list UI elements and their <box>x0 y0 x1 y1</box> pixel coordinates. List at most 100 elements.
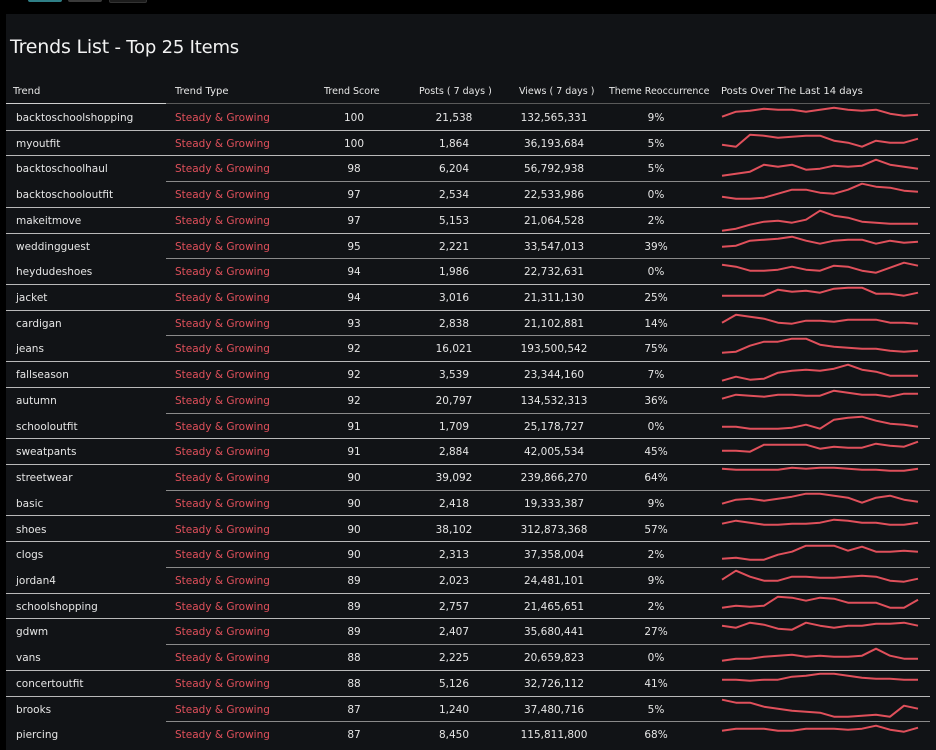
table-row[interactable]: streetwear Steady & Growing 90 39,092 239,86… <box>6 465 930 491</box>
col-header-trend[interactable]: Trend <box>13 86 41 97</box>
trend-score: 98 <box>347 163 361 176</box>
table-row[interactable]: backtoschooloutfit Steady & Growing 97 2,53… <box>6 182 930 208</box>
sparkline-series <box>721 262 919 275</box>
trend-score: 92 <box>347 343 361 356</box>
trend-score: 94 <box>347 292 361 305</box>
table-row[interactable]: cardigan Steady & Growing 93 2,838 21,102,88… <box>6 311 930 337</box>
views-7-days: 36,193,684 <box>523 137 585 150</box>
table-row[interactable]: clogs Steady & Growing 90 2,313 37,358,004 2% <box>6 542 930 568</box>
trend-name: autumn <box>16 394 57 407</box>
col-header-type[interactable]: Trend Type <box>175 86 229 97</box>
table-row[interactable]: gdwm Steady & Growing 89 2,407 35,680,441 27% <box>6 619 930 646</box>
posts-sparkline <box>721 466 919 472</box>
table-row[interactable]: autumn Steady & Growing 92 20,797 134,532,31… <box>6 388 930 414</box>
table-row[interactable]: piercing Steady & Growing 87 8,450 115,811,8… <box>6 722 930 748</box>
table-row[interactable]: jeans Steady & Growing 92 16,021 193,500,542… <box>6 336 930 363</box>
table-row[interactable]: fallseason Steady & Growing 92 3,539 23,344,… <box>6 362 930 388</box>
posts-sparkline <box>721 595 919 609</box>
trend-type: Steady & Growing <box>175 240 270 253</box>
col-header-score[interactable]: Trend Score <box>324 86 380 97</box>
sparkline-series <box>721 209 918 232</box>
sparkline-series <box>721 518 919 526</box>
col-header-views[interactable]: Views ( 7 days ) <box>519 86 595 97</box>
views-7-days: 239,866,270 <box>520 472 588 485</box>
trend-score: 100 <box>343 137 365 150</box>
table-row[interactable]: heydudeshoes Steady & Growing 94 1,986 22,73… <box>6 259 930 285</box>
row-divider <box>166 721 930 723</box>
sparkline-series <box>721 569 919 583</box>
posts-sparkline <box>721 647 918 662</box>
col-header-reoccurrence[interactable]: Theme Reoccurrence <box>609 86 710 97</box>
toolbar-button-1[interactable] <box>28 0 62 2</box>
trend-name: vans <box>16 652 41 665</box>
table-row[interactable]: jordan4 Steady & Growing 89 2,023 24,481,101… <box>6 568 930 594</box>
views-7-days: 37,480,716 <box>523 703 585 716</box>
row-divider <box>166 181 930 183</box>
views-7-days: 23,344,160 <box>523 369 585 382</box>
trend-score: 94 <box>347 266 361 279</box>
table-row[interactable]: brooks Steady & Growing 87 1,240 37,480,716 5… <box>6 697 930 723</box>
posts-7-days: 38,102 <box>435 523 473 536</box>
posts-7-days: 1,986 <box>438 266 470 279</box>
row-divider <box>166 412 930 414</box>
table-row[interactable]: schooloutfit Steady & Growing 91 1,709 25,17… <box>6 414 930 440</box>
table-row[interactable]: schoolshopping Steady & Growing 89 2,757 21,… <box>6 594 930 620</box>
table-row[interactable]: shoes Steady & Growing 90 38,102 312,873,368… <box>6 517 930 543</box>
posts-7-days: 2,534 <box>438 189 470 202</box>
trend-score: 93 <box>347 317 361 330</box>
row-divider <box>166 644 930 646</box>
views-7-days: 115,811,800 <box>520 729 588 742</box>
posts-sparkline <box>721 569 919 583</box>
posts-7-days: 39,092 <box>435 472 473 485</box>
table-row[interactable]: backtoschoolshopping Steady & Growing 100 2… <box>6 105 930 131</box>
posts-7-days: 2,884 <box>438 446 470 459</box>
table-row[interactable]: basic Steady & Growing 90 2,418 19,333,387 9% <box>6 491 930 517</box>
theme-reoccurrence: 5% <box>647 163 665 176</box>
row-divider <box>166 258 930 260</box>
trend-score: 92 <box>347 369 361 382</box>
theme-reoccurrence: 36% <box>644 394 668 407</box>
table-row[interactable]: myoutfit Steady & Growing 100 1,864 36,193,6… <box>6 131 930 157</box>
trend-name: jacket <box>16 292 48 305</box>
table-row[interactable]: jacket Steady & Growing 94 3,016 21,311,130 2… <box>6 285 930 311</box>
theme-reoccurrence: 68% <box>644 729 668 742</box>
posts-7-days: 2,418 <box>438 497 470 510</box>
trend-score: 91 <box>347 420 361 433</box>
posts-sparkline <box>721 492 919 505</box>
row-divider <box>6 155 930 157</box>
row-divider <box>6 206 930 208</box>
views-7-days: 42,005,534 <box>523 446 585 459</box>
row-divider <box>6 592 930 594</box>
views-7-days: 193,500,542 <box>520 343 588 356</box>
table-row[interactable]: weddingguest Steady & Growing 95 2,221 33,54… <box>6 234 930 260</box>
trend-score: 88 <box>347 677 361 690</box>
table-row[interactable]: vans Steady & Growing 88 2,225 20,659,823 0% <box>6 645 930 671</box>
posts-sparkline <box>721 133 919 148</box>
posts-sparkline <box>721 544 919 561</box>
trend-score: 91 <box>347 446 361 459</box>
toolbar-button-2[interactable] <box>68 0 102 2</box>
toolbar-button-3[interactable] <box>109 0 147 3</box>
trend-score: 100 <box>343 112 365 124</box>
trend-type: Steady & Growing <box>175 317 270 330</box>
col-header-posts[interactable]: Posts ( 7 days ) <box>419 86 492 97</box>
trend-name: backtoschoolhaul <box>16 163 108 176</box>
theme-reoccurrence: 2% <box>647 214 665 227</box>
posts-sparkline <box>721 313 919 325</box>
table-row[interactable]: sweatpants Steady & Growing 91 2,884 42,005,… <box>6 439 930 466</box>
posts-sparkline <box>721 698 919 718</box>
posts-7-days: 20,797 <box>435 394 473 407</box>
trend-score: 89 <box>347 626 361 639</box>
theme-reoccurrence: 9% <box>647 112 665 124</box>
theme-reoccurrence: 27% <box>644 626 668 639</box>
views-7-days: 132,565,331 <box>520 112 588 124</box>
col-header-spark[interactable]: Posts Over The Last 14 days <box>721 86 863 97</box>
trend-score: 88 <box>347 652 361 665</box>
posts-sparkline <box>722 415 919 430</box>
trend-type: Steady & Growing <box>175 292 270 305</box>
header-divider <box>6 103 166 104</box>
posts-7-days: 1,240 <box>438 703 470 716</box>
table-row[interactable]: backtoschoolhaul Steady & Growing 98 6,204 5… <box>6 156 930 183</box>
table-row[interactable]: concertoutfit Steady & Growing 88 5,126 32,7… <box>6 671 930 697</box>
table-row[interactable]: makeitmove Steady & Growing 97 5,153 21,064,… <box>6 208 930 234</box>
